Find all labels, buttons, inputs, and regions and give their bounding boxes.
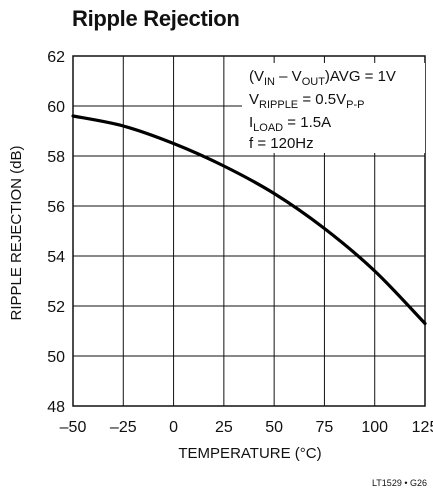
ripple-rejection-curve	[71, 114, 427, 326]
x-tick-label: 50	[265, 419, 283, 436]
plot-frame	[72, 55, 426, 407]
y-tick-label: 62	[47, 49, 65, 66]
x-tick-label: 100	[361, 419, 388, 436]
grid	[73, 56, 425, 406]
y-axis-label: RIPPLE REJECTION (dB)	[8, 145, 25, 320]
annotation-line-3: ILOAD = 1.5A	[249, 114, 331, 134]
y-tick-label: 56	[47, 199, 65, 216]
y-tick-label: 58	[47, 149, 65, 166]
annotation-line-2: VRIPPLE = 0.5VP-P	[249, 91, 364, 111]
x-tick-label: –50	[60, 419, 87, 436]
chart-title: Ripple Rejection	[72, 6, 240, 31]
x-axis-label: TEMPERATURE (°C)	[178, 445, 321, 462]
y-tick-label: 48	[47, 399, 65, 416]
annotation-line-4: f = 120Hz	[249, 135, 314, 152]
y-tick-label: 60	[47, 99, 65, 116]
x-tick-labels: –50 –25 0 25 50 75 100 125	[60, 419, 433, 436]
x-tick-label: 75	[316, 419, 334, 436]
figure-id: LT1529 • G26	[372, 478, 427, 488]
x-tick-label: 0	[169, 419, 178, 436]
condition-annotation: (VIN – VOUT)AVG = 1V VRIPPLE = 0.5VP-P I…	[242, 63, 425, 153]
x-tick-label: 125	[412, 419, 433, 436]
y-tick-labels: 48 50 52 54 56 58 60 62	[47, 49, 65, 416]
y-tick-label: 52	[47, 299, 65, 316]
annotation-line-1: (VIN – VOUT)AVG = 1V	[249, 68, 396, 88]
y-tick-label: 50	[47, 349, 65, 366]
x-tick-label: –25	[110, 419, 137, 436]
x-tick-label: 25	[215, 419, 233, 436]
y-tick-label: 54	[47, 249, 65, 266]
